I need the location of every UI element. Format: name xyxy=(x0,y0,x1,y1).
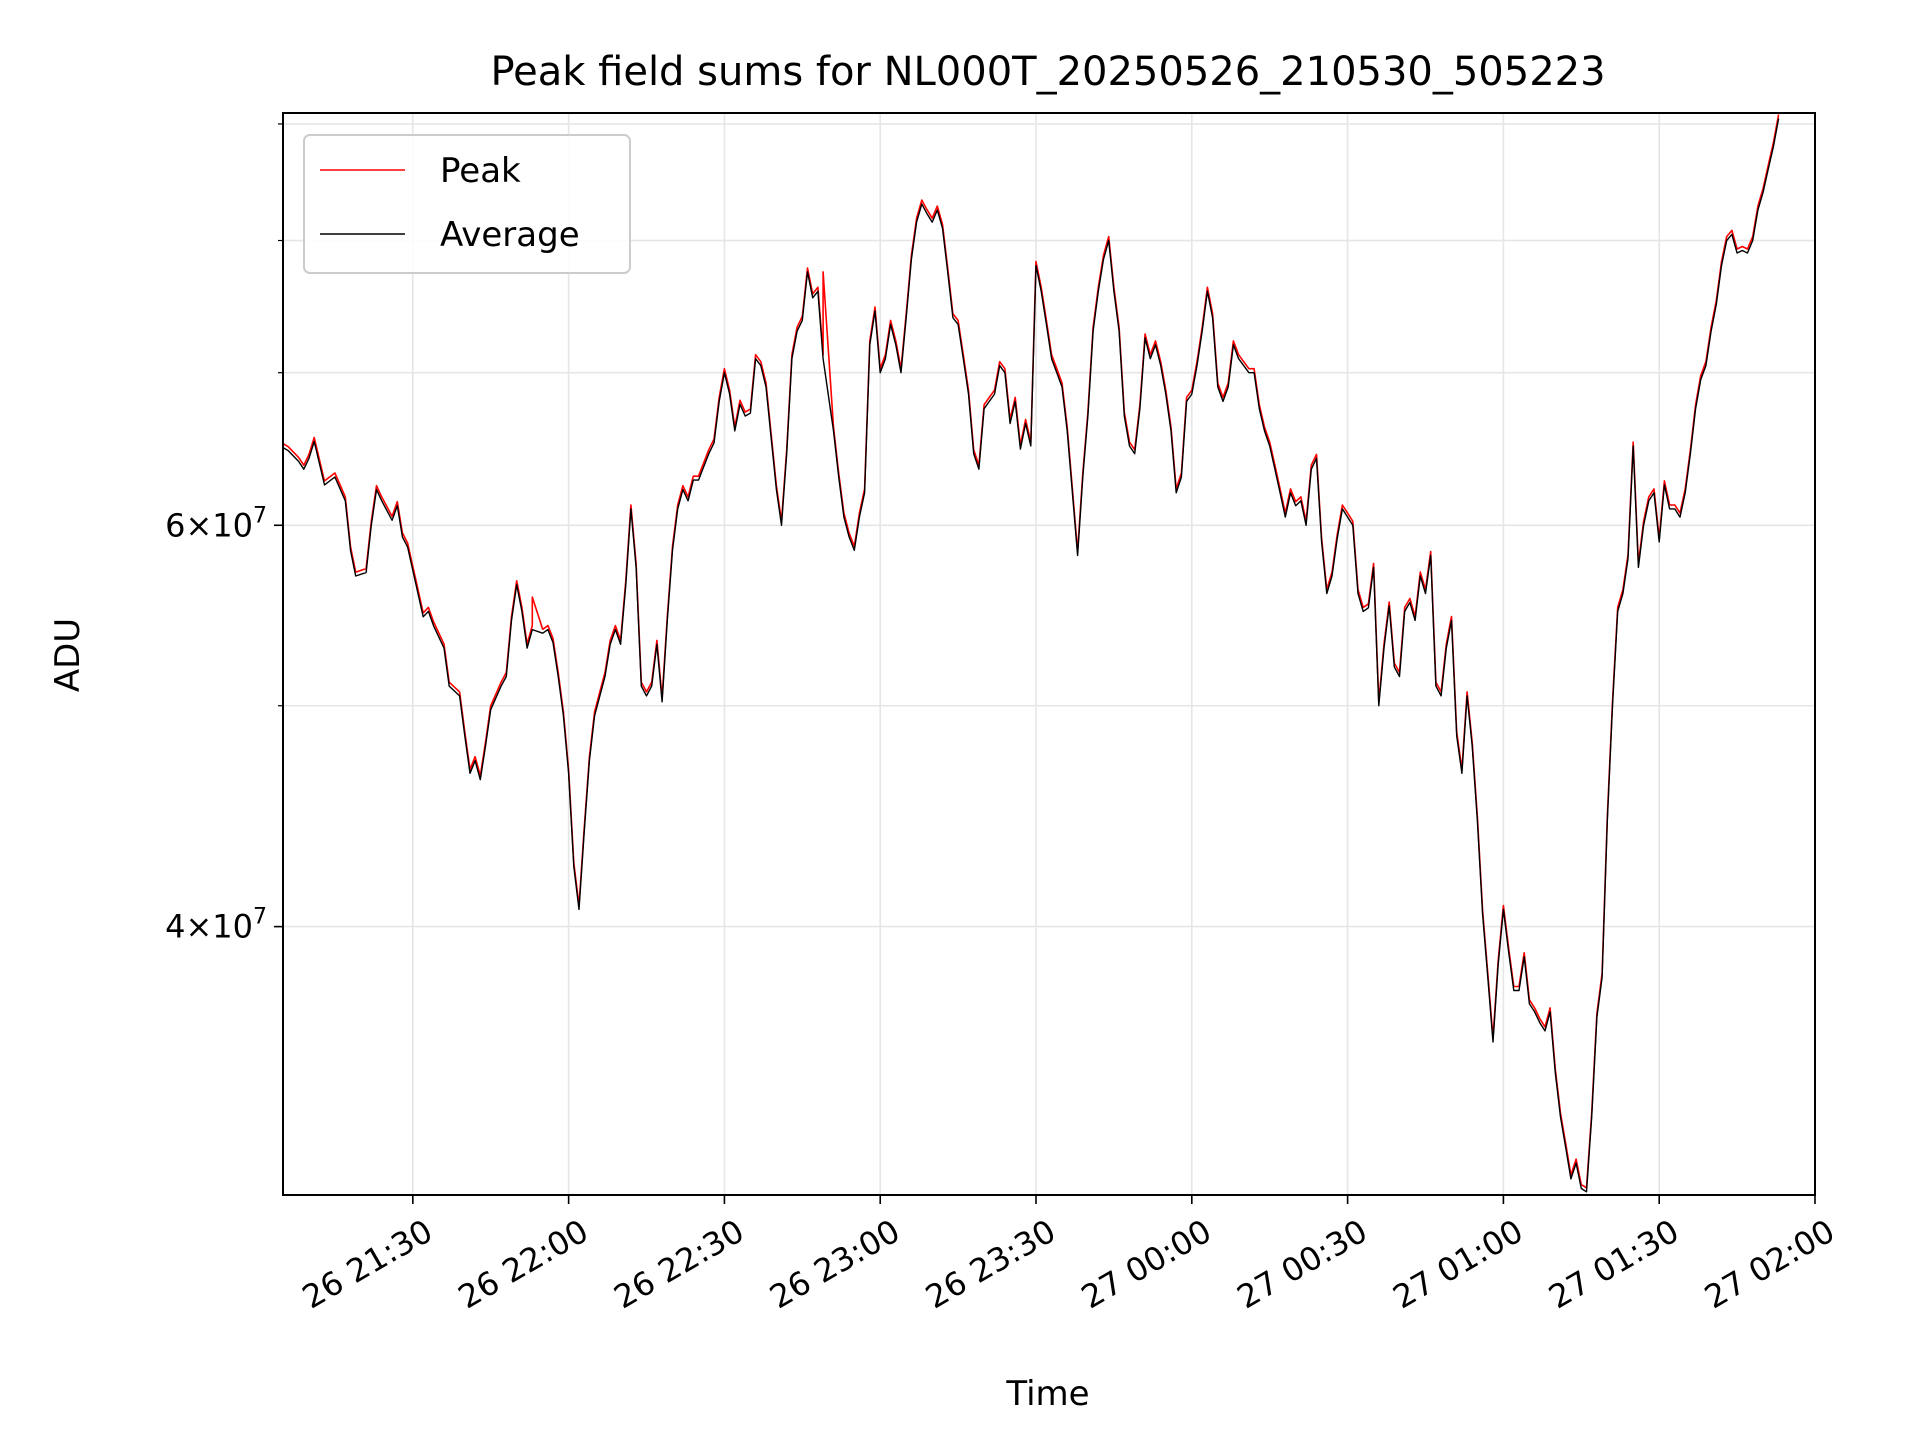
y-tick-mantissa: 4 xyxy=(165,908,185,946)
legend-label-peak: Peak xyxy=(440,151,521,191)
series-layer xyxy=(282,114,1780,1193)
series-average-line xyxy=(282,118,1780,1193)
grid xyxy=(283,113,1816,1195)
y-tick-label: 4×107 xyxy=(165,905,267,946)
legend-label-average: Average xyxy=(440,215,580,255)
y-tick-exponent: 7 xyxy=(253,905,267,930)
ticks xyxy=(274,123,1816,1204)
y-tick-mantissa: 6 xyxy=(165,506,185,544)
x-axis-label: Time xyxy=(1005,1374,1089,1414)
legend: Peak Average xyxy=(303,134,631,274)
y-tick-label: 6×107 xyxy=(165,503,267,544)
chart-title: Peak field sums for NL000T_20250526_2105… xyxy=(490,49,1605,95)
plot-frame xyxy=(282,112,1816,1196)
y-axis-label: ADU xyxy=(48,618,88,692)
y-tick-exponent: 7 xyxy=(253,503,267,528)
